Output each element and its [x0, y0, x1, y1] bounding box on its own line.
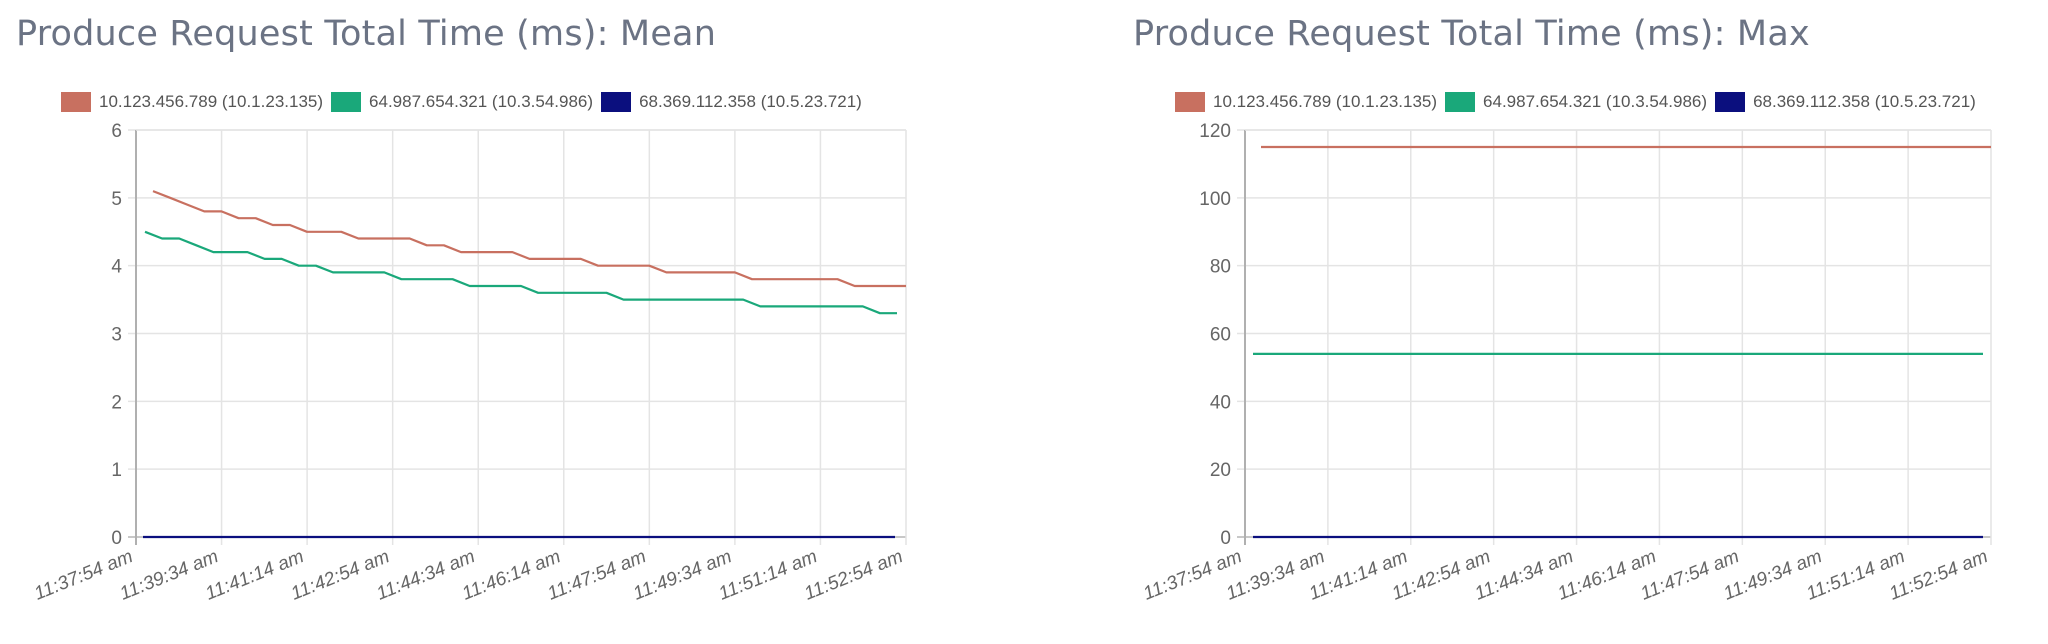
y-tick-label: 4 — [111, 257, 122, 278]
series-line[interactable] — [152, 190, 906, 288]
legend-label: 10.123.456.789 (10.1.23.135) — [99, 92, 324, 111]
chart-title: Produce Request Total Time (ms): Max — [1133, 14, 1810, 54]
y-tick-label: 40 — [1210, 392, 1231, 413]
legend-swatch-blue — [1715, 92, 1746, 112]
y-tick-label: 60 — [1210, 325, 1231, 346]
chart-legend: 10.123.456.789 (10.1.23.135) 64.987.654.… — [1175, 92, 1984, 112]
chart-title: Produce Request Total Time (ms): Mean — [16, 14, 717, 54]
legend-label: 68.369.112.358 (10.5.23.721) — [1753, 92, 1976, 111]
y-tick-label: 0 — [111, 528, 122, 549]
legend-item[interactable]: 10.123.456.789 (10.1.23.135) — [61, 92, 323, 112]
legend-item[interactable]: 10.123.456.789 (10.1.23.135) — [1175, 92, 1437, 112]
y-tick-label: 20 — [1210, 460, 1231, 481]
legend-item[interactable]: 64.987.654.321 (10.3.54.986) — [1445, 92, 1707, 112]
legend-swatch-red — [1175, 92, 1205, 112]
y-tick-label: 120 — [1199, 121, 1231, 142]
y-tick-label: 5 — [111, 189, 122, 210]
series-line[interactable] — [144, 230, 897, 315]
legend-label: 64.987.654.321 (10.3.54.986) — [369, 92, 594, 111]
y-tick-label: 80 — [1210, 257, 1231, 278]
legend-swatch-green — [331, 92, 362, 112]
legend-label: 64.987.654.321 (10.3.54.986) — [1483, 92, 1708, 111]
legend-item[interactable]: 64.987.654.321 (10.3.54.986) — [331, 92, 593, 112]
y-tick-label: 0 — [1220, 528, 1231, 549]
legend-item[interactable]: 68.369.112.358 (10.5.23.721) — [1715, 92, 1976, 112]
legend-swatch-blue — [601, 92, 632, 112]
legend-label: 10.123.456.789 (10.1.23.135) — [1213, 92, 1438, 111]
y-tick-label: 2 — [111, 392, 122, 413]
y-tick-label: 1 — [111, 460, 122, 481]
legend-swatch-red — [61, 92, 91, 112]
legend-label: 68.369.112.358 (10.5.23.721) — [639, 92, 862, 111]
legend-item[interactable]: 68.369.112.358 (10.5.23.721) — [601, 92, 862, 112]
legend-swatch-green — [1445, 92, 1476, 112]
chart-legend: 10.123.456.789 (10.1.23.135) 64.987.654.… — [61, 92, 870, 112]
mean-chart-panel: Produce Request Total Time (ms): Mean 10… — [0, 0, 1000, 644]
max-chart-panel: Produce Request Total Time (ms): Max 10.… — [1117, 0, 2048, 644]
y-tick-label: 6 — [111, 121, 122, 142]
y-tick-label: 100 — [1199, 189, 1231, 210]
x-tick-label: 11:52:54 am — [801, 546, 906, 605]
y-tick-label: 3 — [111, 325, 122, 346]
